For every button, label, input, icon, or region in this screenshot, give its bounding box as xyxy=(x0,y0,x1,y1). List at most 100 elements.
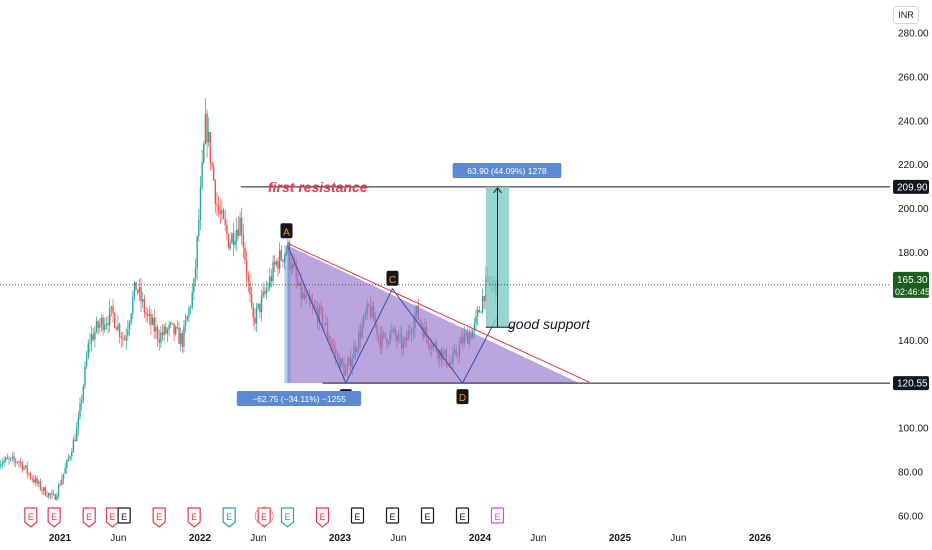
earnings-label: E xyxy=(51,512,57,522)
candle-body xyxy=(255,307,258,324)
candle-body xyxy=(150,314,152,325)
candle-body xyxy=(224,218,226,226)
candle-body xyxy=(69,456,71,459)
candle-body xyxy=(480,311,482,313)
candle-body xyxy=(82,385,85,401)
candle-body xyxy=(265,289,268,294)
candle-body xyxy=(234,241,236,246)
candle-body xyxy=(137,290,139,293)
candle-body xyxy=(181,333,184,347)
earnings-label: E xyxy=(424,512,430,522)
candle-body xyxy=(476,310,479,316)
candle-body xyxy=(481,296,484,312)
candle-body xyxy=(95,321,98,332)
candle-body xyxy=(260,296,263,312)
candle-body xyxy=(120,336,122,339)
earnings-label: E xyxy=(191,512,197,522)
x-tick-label: 2024 xyxy=(469,533,492,544)
candle-body xyxy=(61,479,63,485)
candle-body xyxy=(46,495,48,497)
candle-body xyxy=(122,338,124,340)
candle-body xyxy=(170,322,172,325)
trendline-resistance xyxy=(287,242,590,383)
earnings-label: E xyxy=(226,512,232,522)
earnings-label: E xyxy=(28,512,34,522)
y-tick-label: 60.00 xyxy=(898,512,923,523)
candle-body xyxy=(242,235,245,248)
candle-body xyxy=(274,262,276,265)
candle-body xyxy=(176,326,179,328)
candle-body xyxy=(222,210,225,219)
candle-body xyxy=(165,326,167,334)
candle-body xyxy=(18,461,20,463)
current-price-tag-bg xyxy=(893,271,929,298)
candle-body xyxy=(39,481,42,490)
candle-body xyxy=(8,458,10,460)
x-tick-label: 2022 xyxy=(189,533,212,544)
candle-body xyxy=(226,225,228,235)
candle-body xyxy=(107,323,109,326)
earnings-label: E xyxy=(494,512,500,522)
candle-body xyxy=(84,366,86,386)
measure-up-label: 63.90 (44.09%) 1278 xyxy=(467,166,547,176)
candle-body xyxy=(92,334,94,340)
candle-body xyxy=(252,306,254,318)
candle-body xyxy=(127,329,129,336)
candle-body xyxy=(275,261,278,265)
candle-body xyxy=(128,322,131,330)
candle-body xyxy=(132,296,134,314)
candle-body xyxy=(57,484,60,496)
earnings-label: E xyxy=(284,512,290,522)
candle-body xyxy=(118,324,121,337)
candle-body xyxy=(217,205,220,212)
candle-body xyxy=(166,329,169,334)
candle-body xyxy=(146,314,149,316)
candle-body xyxy=(29,473,32,479)
candle-body xyxy=(97,321,99,328)
candle-body xyxy=(79,403,81,417)
candle-body xyxy=(188,308,190,317)
currency-label[interactable]: INR xyxy=(893,6,919,24)
candle-body xyxy=(171,322,174,324)
candle-body xyxy=(277,261,279,269)
candle-body xyxy=(148,314,151,316)
candle-body xyxy=(206,113,208,143)
candle-body xyxy=(38,481,40,484)
candle-body xyxy=(244,247,246,261)
candle-body xyxy=(104,325,106,330)
x-tick-label: Jun xyxy=(670,533,686,544)
candle-body xyxy=(158,338,160,343)
candle-body xyxy=(5,457,7,461)
candle-body xyxy=(257,303,259,308)
earnings-label: E xyxy=(261,512,267,522)
candle-body xyxy=(211,163,213,166)
candle-body xyxy=(90,334,93,343)
candle-body xyxy=(123,338,126,341)
candle-body xyxy=(138,287,141,293)
candle-body xyxy=(34,478,37,483)
candle-body xyxy=(183,325,185,347)
candle-body xyxy=(283,254,286,262)
candle-body xyxy=(67,458,70,461)
candle-body xyxy=(14,460,17,463)
candle-body xyxy=(272,262,274,282)
first-resistance-label: first resistance xyxy=(268,179,368,195)
candle-body xyxy=(249,282,251,295)
candle-body xyxy=(23,467,25,470)
earnings-label: E xyxy=(109,512,115,522)
candle-body xyxy=(44,487,47,496)
candle-body xyxy=(221,210,223,214)
candle-body xyxy=(36,478,38,484)
candle-body xyxy=(109,308,111,326)
candle-body xyxy=(94,331,96,340)
earnings-label: E xyxy=(354,512,360,522)
candle-body xyxy=(6,457,9,459)
time-axis: 2021 Jun 2022 Jun 2023 Jun 2024 Jun 2025 Jun 2026 xyxy=(49,533,772,544)
candle-body xyxy=(280,250,283,260)
candle-body xyxy=(47,493,50,497)
earnings-label: E xyxy=(459,512,465,522)
y-tick-label: 140.00 xyxy=(898,336,929,347)
candle-body xyxy=(227,234,230,249)
candle-body xyxy=(72,439,75,453)
